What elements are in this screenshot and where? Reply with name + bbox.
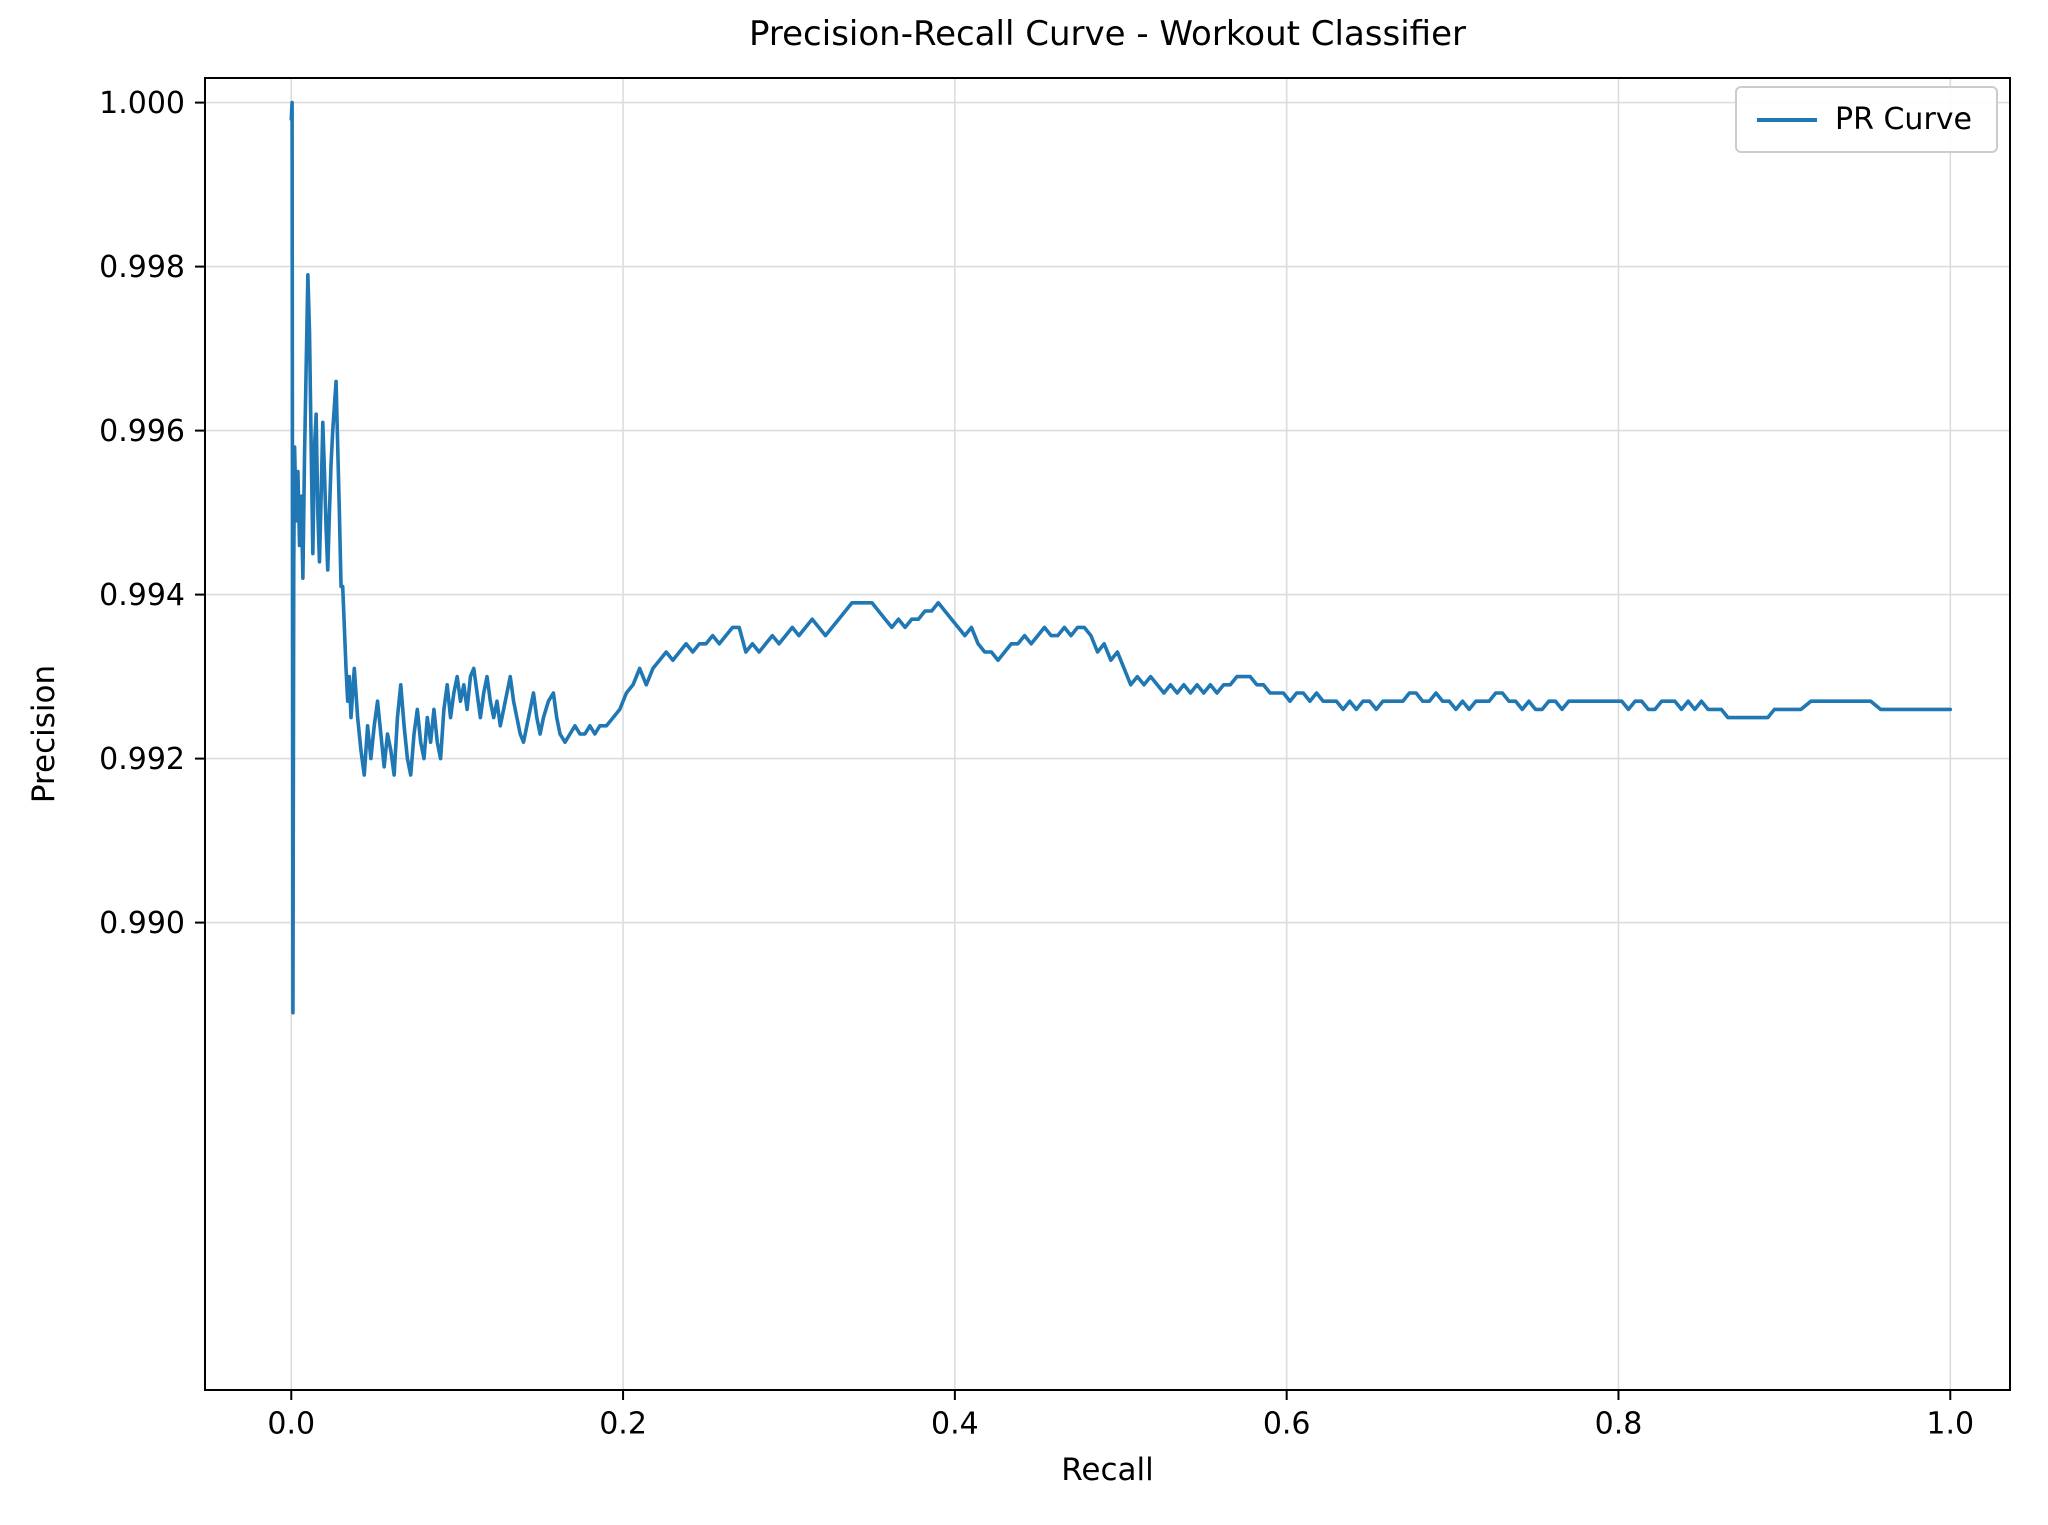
y-tick-label: 0.996 (99, 414, 185, 449)
x-tick-label: 0.2 (599, 1407, 647, 1442)
y-tick-label: 0.994 (99, 578, 185, 613)
x-tick-label: 0.8 (1595, 1407, 1643, 1442)
axes-spines (204, 77, 2011, 1391)
legend: PR Curve (1735, 86, 1998, 153)
tick-labels: 0.0 0.2 0.4 0.6 0.8 1.0 0.990 0.992 0.994 0.996 0.… (99, 86, 1974, 1441)
y-tick-label: 0.990 (99, 906, 185, 941)
x-tick-label: 0.4 (931, 1407, 979, 1442)
y-axis-label: Precision (26, 664, 62, 804)
tick-marks (195, 101, 1952, 1400)
legend-label: PR Curve (1835, 102, 1972, 137)
gridlines (205, 78, 2010, 1390)
x-tick-label: 0.6 (1263, 1407, 1311, 1442)
pr-curve-line (289, 100, 1953, 1015)
chart-title: Precision-Recall Curve - Workout Classif… (749, 14, 1466, 54)
y-tick-label: 0.998 (99, 250, 185, 285)
plot-background (205, 78, 2010, 1390)
x-tick-label: 0.0 (267, 1407, 315, 1442)
y-tick-label: 0.992 (99, 742, 185, 777)
x-tick-label: 1.0 (1926, 1407, 1974, 1442)
legend-line-sample (1757, 117, 1818, 122)
y-tick-label: 1.000 (99, 86, 185, 121)
x-axis-label: Recall (1061, 1452, 1154, 1488)
